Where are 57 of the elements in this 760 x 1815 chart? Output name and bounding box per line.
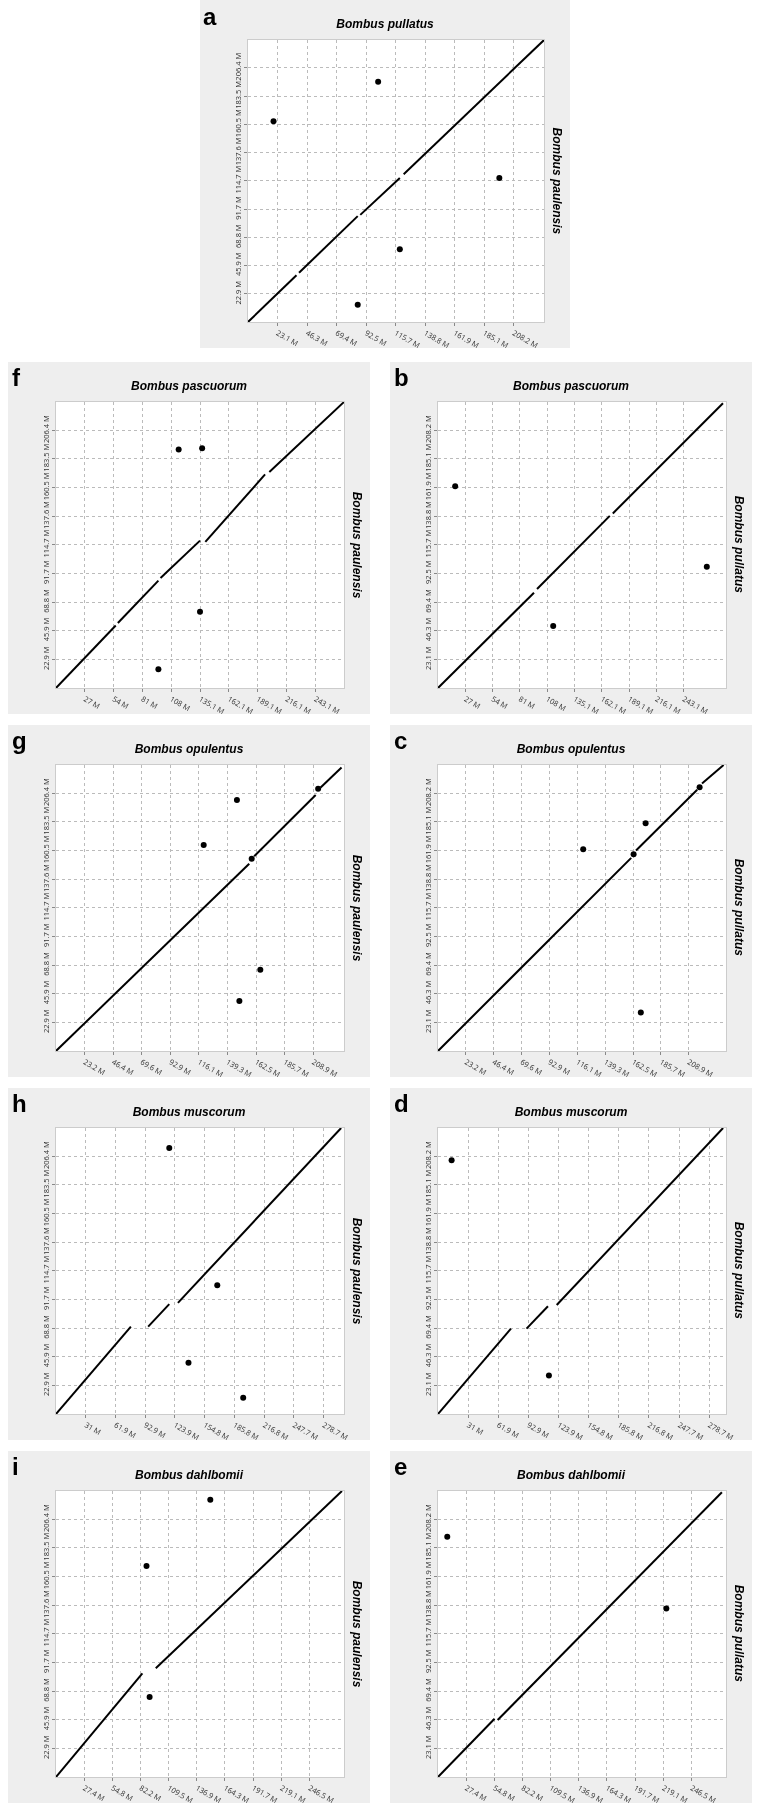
point [214, 1282, 221, 1289]
point [240, 1394, 247, 1401]
y-axis-title: Bombus paulensis [550, 127, 565, 235]
text: h [12, 1090, 27, 1117]
y-axis-title: Bombus paulensis [350, 1580, 365, 1688]
text: c [394, 727, 408, 754]
point [143, 1562, 150, 1569]
point [248, 855, 255, 862]
chart-title: Bombus dahlbomii [135, 1468, 244, 1483]
text: g [12, 727, 27, 754]
point [236, 998, 243, 1005]
chart-title: Bombus dahlbomii [517, 1468, 626, 1483]
point [637, 1009, 644, 1016]
point [580, 846, 587, 853]
point [166, 1144, 173, 1151]
y-axis-title: Bombus pullatus [732, 858, 747, 957]
text: f [12, 364, 21, 391]
y-axis-title: Bombus paulensis [350, 854, 365, 962]
point [375, 78, 382, 85]
point [197, 608, 203, 615]
y-axis-title: Bombus pullatus [732, 1584, 747, 1683]
chart-title: Bombus opulentus [516, 742, 626, 757]
text: b [394, 364, 409, 391]
y-axis-title: Bombus pullatus [732, 1221, 747, 1320]
chart-title: Bombus pullatus [336, 17, 434, 32]
text: i [12, 1453, 19, 1480]
point [155, 666, 162, 673]
chart-title: Bombus pascuorum [512, 379, 630, 394]
chart-title: Bombus opulentus [134, 742, 244, 757]
text: e [394, 1453, 408, 1480]
point [703, 563, 710, 570]
point [696, 784, 703, 791]
text: d [394, 1090, 409, 1117]
point [233, 796, 240, 803]
point [175, 446, 182, 453]
point [185, 1359, 192, 1366]
chart-title: Bombus muscorum [132, 1105, 246, 1120]
point [396, 246, 403, 253]
chart-title: Bombus pascuorum [130, 379, 248, 394]
point [199, 445, 206, 452]
point [496, 174, 503, 181]
point [630, 851, 637, 858]
point [146, 1694, 153, 1701]
point [452, 483, 459, 490]
y-axis-title: Bombus paulensis [350, 491, 365, 599]
text: a [203, 3, 217, 30]
chart-title: Bombus muscorum [514, 1105, 628, 1120]
point [354, 301, 361, 308]
point [257, 966, 264, 973]
point [207, 1496, 214, 1503]
y-axis-title: Bombus pullatus [732, 495, 747, 594]
point [270, 118, 277, 125]
point [200, 841, 207, 848]
y-axis-title: Bombus paulensis [350, 1217, 365, 1325]
point [315, 785, 322, 792]
point [550, 623, 557, 630]
point [642, 820, 649, 827]
